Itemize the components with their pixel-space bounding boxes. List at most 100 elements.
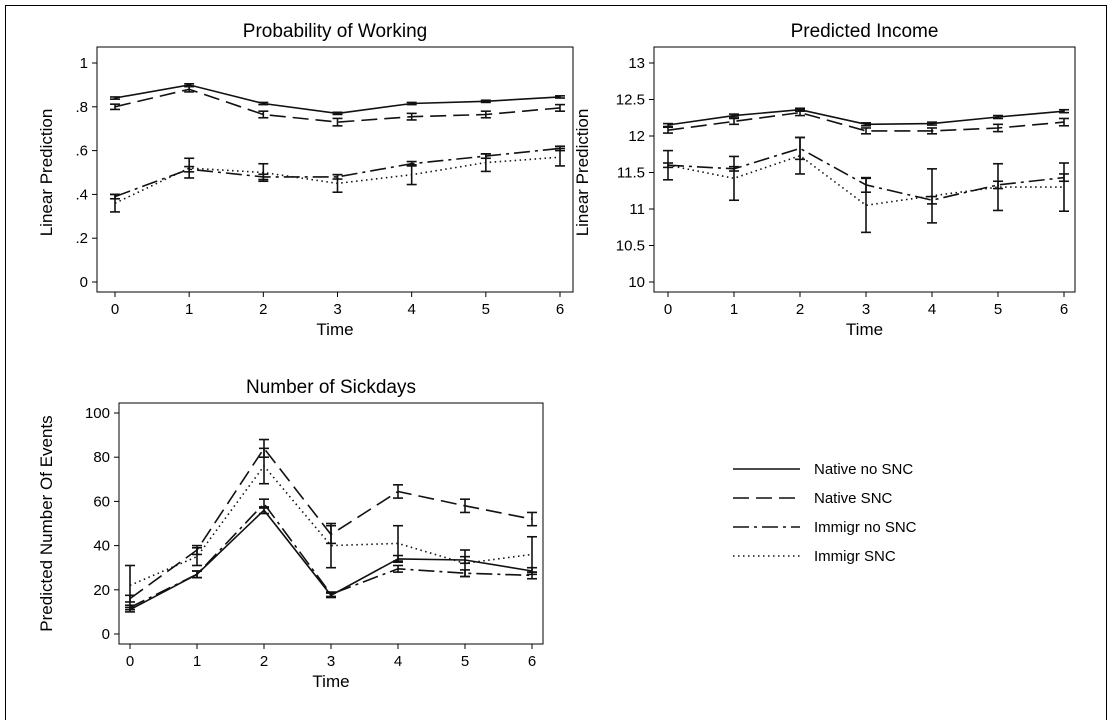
- error-bar: [927, 121, 937, 126]
- error-bar: [555, 103, 565, 112]
- error-bar: [259, 498, 269, 509]
- error-bar: [729, 155, 739, 202]
- y-axis-label: Predicted Number Of Events: [37, 415, 56, 631]
- error-bar: [927, 127, 937, 135]
- error-bar: [460, 549, 470, 578]
- error-bar: [555, 95, 565, 99]
- series-line: [114, 84, 561, 115]
- error-bar: [332, 117, 343, 127]
- x-tick-label: 2: [260, 653, 268, 670]
- error-bar: [110, 103, 120, 111]
- legend-label: Native SNC: [814, 490, 893, 507]
- error-bar: [125, 564, 135, 607]
- x-tick-label: 3: [327, 653, 335, 670]
- error-bar: [993, 162, 1003, 212]
- chart-title: Predicted Income: [791, 21, 939, 42]
- series-native-snc: [663, 108, 1069, 135]
- plot-area: [96, 46, 574, 293]
- error-bar: [184, 157, 195, 179]
- error-bar: [393, 564, 403, 573]
- error-bar: [406, 164, 417, 186]
- x-tick-label: 5: [482, 301, 490, 318]
- error-bar: [1059, 162, 1069, 212]
- error-bar: [480, 99, 491, 104]
- y-tick-label: .2: [75, 230, 88, 247]
- error-bar: [258, 162, 269, 183]
- error-bar: [861, 177, 871, 234]
- x-tick-label: 4: [407, 301, 415, 318]
- chart-number-of-sickdays: Number of Sickdays 0 1 2 3 4 5 6 Time 0 20 40 60 80 10…: [37, 377, 544, 691]
- x-tick-label: 2: [796, 301, 804, 318]
- error-bar: [555, 147, 565, 167]
- error-bar: [480, 110, 491, 119]
- x-tick-label: 5: [994, 301, 1002, 318]
- y-tick-label: 10.5: [616, 238, 645, 255]
- x-axis-label: Time: [846, 320, 883, 339]
- series-native-snc: [125, 438, 537, 603]
- y-tick-label: 0: [102, 626, 110, 643]
- series-line: [114, 88, 561, 123]
- x-tick-label: 0: [111, 301, 119, 318]
- error-bar: [861, 127, 871, 135]
- y-tick-label: 11.5: [617, 165, 645, 182]
- chart-probability-of-working: Probability of Working 0 1 2 3 4 5 6 Time 0 .2 .4 .6…: [37, 21, 574, 339]
- series-native-no-snc: [663, 107, 1069, 128]
- series-native-snc: [110, 85, 565, 127]
- error-bar: [192, 570, 202, 579]
- y-tick-label: 13: [628, 55, 645, 72]
- legend-label: Immigr no SNC: [814, 519, 917, 536]
- x-tick-label: 0: [126, 653, 134, 670]
- series-immigr-snc: [663, 136, 1069, 234]
- series-immigr-snc: [125, 447, 537, 607]
- error-bar: [258, 101, 269, 106]
- legend-entry-immigr-snc: Immigr SNC: [733, 548, 896, 565]
- figure-frame: [5, 5, 1107, 720]
- y-tick-label: 100: [85, 405, 110, 422]
- series-native-no-snc: [110, 83, 565, 116]
- error-bar: [729, 113, 739, 118]
- y-tick-label: 40: [93, 538, 110, 555]
- y-tick-label: .8: [75, 99, 88, 116]
- legend-label: Native no SNC: [814, 461, 913, 478]
- x-tick-label: 6: [528, 653, 536, 670]
- error-bar: [326, 591, 336, 598]
- y-tick-label: 1: [80, 55, 88, 72]
- x-tick-label: 6: [556, 301, 564, 318]
- y-axis-label: Linear Prediction: [573, 109, 592, 237]
- error-bar: [259, 447, 269, 485]
- error-bar: [729, 117, 739, 126]
- x-tick-label: 3: [862, 301, 870, 318]
- y-tick-label: 0: [80, 274, 88, 291]
- error-bar: [406, 112, 417, 121]
- y-tick-label: 80: [93, 449, 110, 466]
- y-tick-label: 20: [93, 582, 110, 599]
- y-tick-label: .6: [75, 143, 88, 160]
- legend: Native no SNC Native SNC Immigr no SNC Immi…: [733, 461, 917, 565]
- x-tick-label: 6: [1060, 301, 1068, 318]
- y-tick-label: 10: [628, 274, 645, 291]
- error-bar: [480, 153, 491, 173]
- legend-entry-native-snc: Native SNC: [733, 490, 893, 507]
- legend-entry-native-no-snc: Native no SNC: [733, 461, 913, 478]
- x-tick-label: 4: [394, 653, 402, 670]
- error-bar: [332, 111, 343, 116]
- y-tick-label: .4: [75, 186, 88, 203]
- error-bar: [326, 522, 336, 569]
- legend-label: Immigr SNC: [814, 548, 896, 565]
- x-tick-label: 1: [730, 301, 738, 318]
- error-bar: [184, 85, 195, 93]
- x-tick-label: 1: [185, 301, 193, 318]
- error-bar: [110, 96, 120, 100]
- series-immigr-snc: [110, 147, 565, 213]
- error-bar: [861, 122, 871, 127]
- error-bar: [393, 524, 403, 562]
- chart-title: Probability of Working: [243, 21, 427, 42]
- error-bar: [1059, 108, 1069, 114]
- x-axis-label: Time: [312, 672, 349, 691]
- x-tick-label: 2: [259, 301, 267, 318]
- x-tick-label: 0: [664, 301, 672, 318]
- y-axis-label: Linear Prediction: [37, 109, 56, 237]
- y-tick-label: 11: [629, 201, 645, 218]
- y-tick-label: 12: [628, 128, 645, 145]
